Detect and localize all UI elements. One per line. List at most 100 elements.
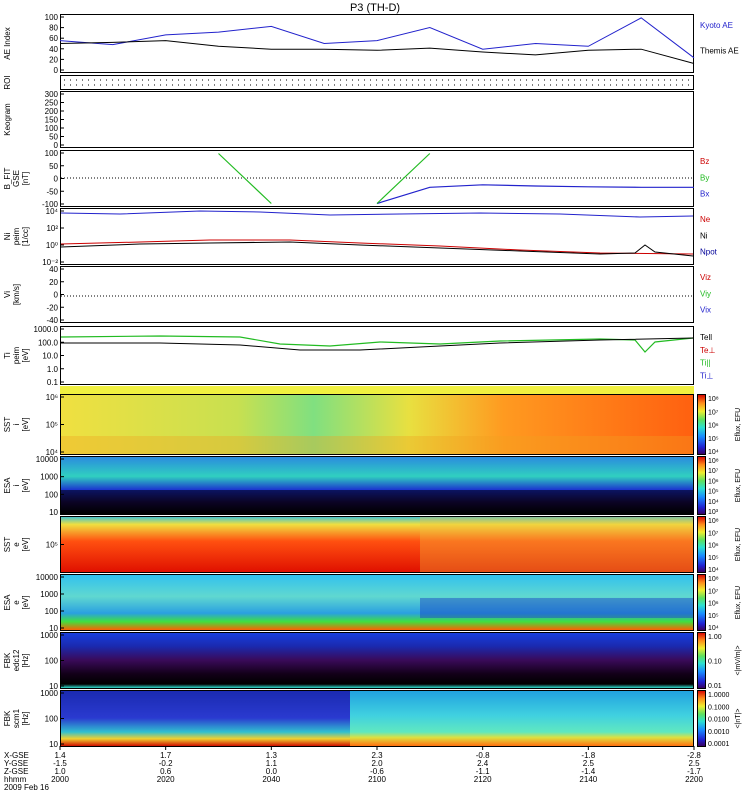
legend-entry: Tell <box>700 333 712 342</box>
x-tick-label: 2.5 <box>583 759 595 768</box>
y-tick-label: 10⁵ <box>46 421 58 430</box>
y-axis-label: [eV] <box>21 417 30 431</box>
ni-panel <box>60 208 694 265</box>
colorbar-tick-label: 10⁶ <box>708 601 719 608</box>
x-tick-label: 1.4 <box>54 751 66 760</box>
series-line-themis-ae <box>59 40 695 64</box>
colorbar-label: <|nT|> <box>735 709 742 729</box>
legend-entry: Viy <box>700 289 711 298</box>
ti-parallel-trace <box>60 335 694 353</box>
y-tick-label: 0.1 <box>47 378 59 387</box>
colorbar-tick-label: 10⁵ <box>708 555 719 562</box>
y-axis-label: B_FIT <box>3 167 12 189</box>
sst-ion-lowband <box>60 436 694 454</box>
series-line-kyoto-ae <box>59 17 695 59</box>
x-tick-label: 2.5 <box>688 759 700 768</box>
y-tick-label: 40 <box>49 265 58 274</box>
colorbar-tick-label: 10⁸ <box>708 396 719 403</box>
colorbar-tick-label: 10⁷ <box>708 409 719 416</box>
colorbar-tick-label: 10³ <box>708 509 719 516</box>
x-tick-label: 2.3 <box>371 751 383 760</box>
y-tick-label: 50 <box>49 162 58 171</box>
colorbar-tick-label: 0.0010 <box>708 729 730 736</box>
legend-entry: Themis AE <box>700 47 739 56</box>
x-tick-label: 1.7 <box>160 751 172 760</box>
y-tick-label: 80 <box>49 24 58 33</box>
roi-markers <box>64 79 692 86</box>
x-tick-label: 2000 <box>51 775 69 784</box>
fbk-edc12-colorbar <box>697 632 706 689</box>
colorbars <box>697 394 706 747</box>
sst-el-spectrogram <box>60 516 694 572</box>
colorbar-tick-label: 10⁵ <box>708 489 719 496</box>
ae-series-group <box>59 17 695 64</box>
y-tick-label: 10⁻² <box>42 258 58 267</box>
y-axis-label: SST <box>3 417 12 433</box>
y-tick-label: 10⁴ <box>46 207 59 216</box>
y-axis-label: e <box>12 542 21 547</box>
x-tick-label: 2040 <box>262 775 280 784</box>
y-axis-label: Ti <box>3 352 12 359</box>
colorbar-tick-label: 10⁸ <box>708 458 719 465</box>
x-tick-label: 2020 <box>157 775 175 784</box>
x-tick-label: 2.4 <box>477 759 489 768</box>
colorbar-tick-label: 0.1000 <box>708 704 730 711</box>
axis-row-label: 2009 Feb 16 <box>4 783 49 792</box>
y-tick-label: 100 <box>45 657 59 666</box>
colorbar-tick-label: 0.01 <box>708 683 722 690</box>
colorbar-tick-label: 10⁵ <box>708 436 719 443</box>
y-axis-label: Keogram <box>3 103 12 136</box>
x-tick-label: 2.0 <box>371 759 383 768</box>
fbk-scm1-left-block <box>60 690 350 746</box>
legend-entry: Ti|| <box>700 359 711 368</box>
y-tick-label: 0 <box>54 66 59 75</box>
colorbar-tick-label: 10⁶ <box>708 543 719 550</box>
y-tick-label: 40 <box>49 45 58 54</box>
sst-ion-bar <box>60 386 694 394</box>
fbk-edc12-spectrogram <box>60 632 694 688</box>
y-tick-label: 100.0 <box>38 338 59 347</box>
y-tick-label: 10⁴ <box>46 448 59 457</box>
x-tick-label: 2100 <box>368 775 386 784</box>
y-tick-label: 1.0 <box>47 365 59 374</box>
y-tick-label: 1000 <box>40 590 58 599</box>
legend-entry: Ti⊥ <box>700 371 713 380</box>
y-axis-label: e <box>12 600 21 605</box>
bfit-series-group <box>218 153 694 205</box>
y-tick-label: 20 <box>49 55 58 64</box>
colorbar-tick-label: 10⁸ <box>708 518 719 525</box>
y-tick-label: -100 <box>42 200 59 209</box>
y-axis-label: [eV] <box>21 537 30 551</box>
y-tick-label: 10⁶ <box>46 393 58 402</box>
y-axis-label: i <box>12 423 21 425</box>
legend-entry: Viz <box>700 273 711 282</box>
legend-entry: By <box>700 173 709 182</box>
y-tick-label: 10000 <box>36 573 59 582</box>
y-tick-label: 10⁰ <box>46 241 58 250</box>
y-tick-label: 50 <box>49 133 58 142</box>
y-axis-label: scm1 <box>12 708 21 728</box>
y-tick-label: 0 <box>54 175 59 184</box>
colorbar-label: Eflux, EFU <box>735 408 742 441</box>
sst-el-right-fade <box>420 516 694 572</box>
colorbar-tick-label: 0.0001 <box>708 741 730 748</box>
sst-ion-spectrogram <box>60 394 694 454</box>
y-tick-label: 10 <box>49 740 58 749</box>
y-axis-label: FBK <box>3 710 12 726</box>
x-tick-label: 2120 <box>474 775 492 784</box>
colorbar-label: Eflux, EFU <box>735 586 742 619</box>
roi-panel <box>60 75 694 90</box>
y-axis-label: edc12 <box>12 649 21 671</box>
colorbar-tick-label: 1.00 <box>708 634 722 641</box>
keogram-panel <box>60 91 694 148</box>
colorbar-tick-label: 10⁵ <box>708 613 719 620</box>
ne-trace <box>60 210 694 218</box>
esa-ion-colorbar <box>697 456 706 515</box>
axis-row-label: Y-GSE <box>4 759 28 768</box>
y-tick-label: 10.0 <box>42 352 58 361</box>
legend-entry: Vix <box>700 306 711 315</box>
x-tick-label: -1.4 <box>581 767 595 776</box>
y-tick-label: 10⁵ <box>46 541 58 550</box>
